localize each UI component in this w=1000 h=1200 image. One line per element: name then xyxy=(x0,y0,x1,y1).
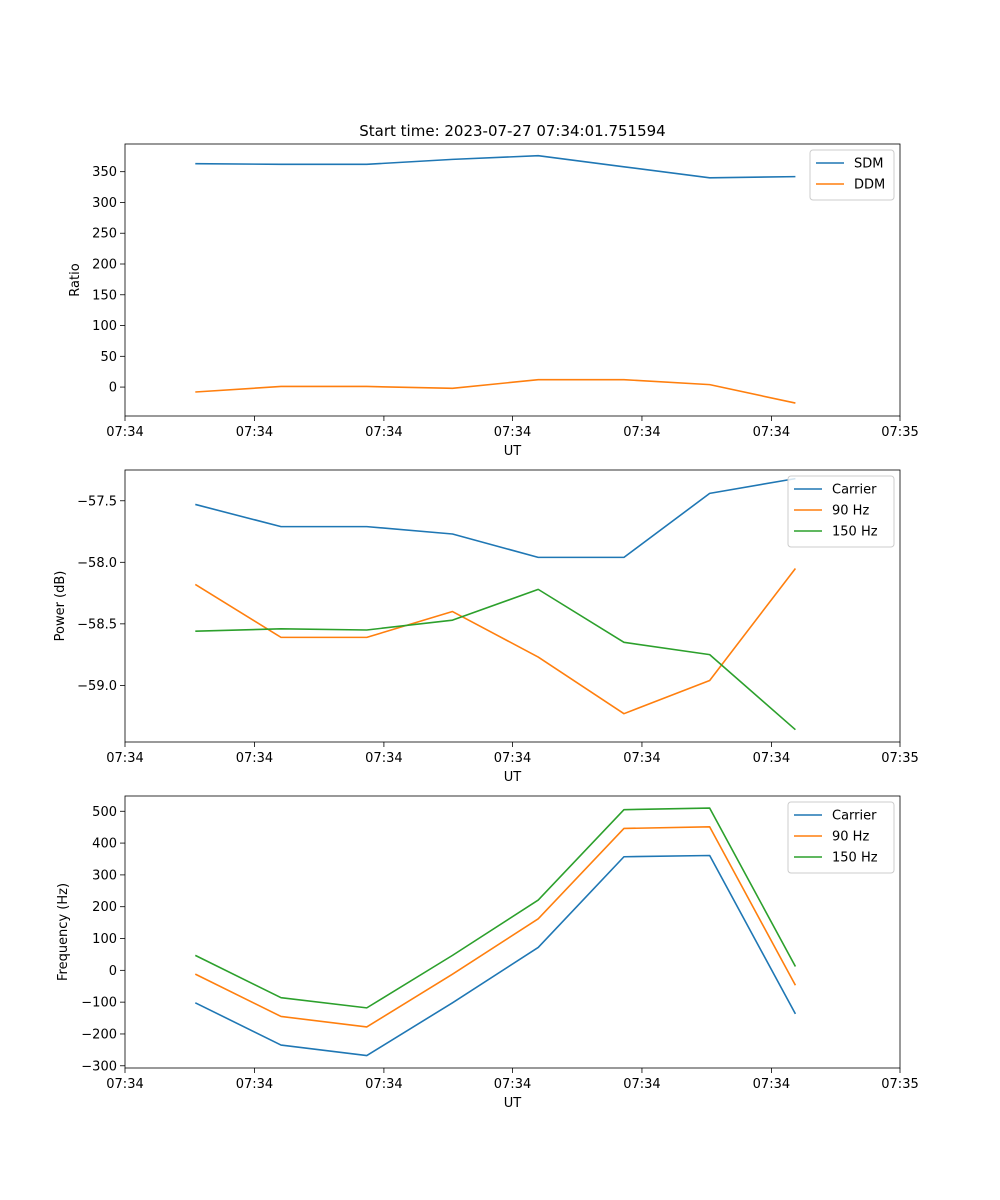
frequency-series-90-hz-line xyxy=(194,826,797,1028)
ratio-plot-frame xyxy=(124,143,901,417)
ratio-y-tick-label: 0 xyxy=(109,381,117,396)
chart-power: 07:34 07:34 07:34 07:34 07:34 07:34 07:35 −59.0… xyxy=(53,469,919,785)
ratio-y-tick-label: 100 xyxy=(92,319,117,334)
frequency-y-tick-label: 300 xyxy=(92,868,117,883)
ratio-y-axis-label: Ratio xyxy=(68,263,83,296)
frequency-series-150-hz-line xyxy=(194,807,797,1009)
power-x-tick-label: 07:35 xyxy=(881,751,918,766)
frequency-y-tick-label: 500 xyxy=(92,805,117,820)
ratio-y-tick-label: 150 xyxy=(92,288,117,303)
ratio-y-tick-label: 300 xyxy=(92,196,117,211)
frequency-y-tick-label: 100 xyxy=(92,932,117,947)
chart-frequency: 07:34 07:34 07:34 07:34 07:34 07:34 07:35 −300 −… xyxy=(56,795,919,1111)
power-y-tick-label: −58.5 xyxy=(77,617,117,632)
ratio-x-tick-label: 07:34 xyxy=(365,425,402,440)
frequency-y-tick-label: 400 xyxy=(92,837,117,852)
ratio-x-tick-label: 07:34 xyxy=(494,425,531,440)
power-x-tick-label: 07:34 xyxy=(106,751,143,766)
frequency-x-tick-label: 07:34 xyxy=(365,1077,402,1092)
ratio-legend-label-ddm: DDM xyxy=(854,178,885,193)
figure-title: Start time: 2023-07-27 07:34:01.751594 xyxy=(359,122,665,140)
power-x-tick-label: 07:34 xyxy=(494,751,531,766)
power-y-tick-label: −59.0 xyxy=(77,679,117,694)
power-series-90-hz-line xyxy=(194,567,797,715)
power-plot-frame xyxy=(124,469,901,743)
ratio-y-tick-label: 200 xyxy=(92,258,117,273)
ratio-y-tick-label: 50 xyxy=(100,350,117,365)
power-x-tick-label: 07:34 xyxy=(623,751,660,766)
ratio-x-tick-label: 07:34 xyxy=(236,425,273,440)
power-x-tick-label: 07:34 xyxy=(365,751,402,766)
power-series-150-hz-line xyxy=(195,588,796,731)
power-y-tick-label: −58.0 xyxy=(77,556,117,571)
frequency-y-tick-label: −300 xyxy=(81,1059,117,1074)
power-legend-label-carrier: Carrier xyxy=(832,483,877,498)
chart-ratio: 07:34 07:34 07:34 07:34 07:34 07:34 07:35 0 50 10… xyxy=(68,143,919,459)
power-series-carrier-line xyxy=(195,477,796,559)
power-x-tick-label: 07:34 xyxy=(753,751,790,766)
power-legend-label-90-hz: 90 Hz xyxy=(832,504,869,519)
ratio-legend-label-sdm: SDM xyxy=(854,157,883,172)
frequency-x-tick-label: 07:34 xyxy=(753,1077,790,1092)
power-y-axis-label: Power (dB) xyxy=(53,571,68,642)
frequency-legend-label-carrier: Carrier xyxy=(832,809,877,824)
power-x-tick-label: 07:34 xyxy=(236,751,273,766)
frequency-x-tick-label: 07:35 xyxy=(881,1077,918,1092)
frequency-series-carrier-line xyxy=(194,854,797,1057)
frequency-legend-label-150-hz: 150 Hz xyxy=(832,851,878,866)
power-x-axis-label: UT xyxy=(504,770,522,785)
frequency-plot-frame xyxy=(124,795,901,1069)
frequency-x-tick-label: 07:34 xyxy=(236,1077,273,1092)
frequency-legend-box xyxy=(787,801,895,874)
frequency-x-tick-label: 07:34 xyxy=(623,1077,660,1092)
frequency-y-tick-label: −200 xyxy=(81,1027,117,1042)
ratio-x-axis-label: UT xyxy=(504,444,522,459)
frequency-y-tick-label: 0 xyxy=(109,964,117,979)
frequency-x-tick-label: 07:34 xyxy=(494,1077,531,1092)
ratio-x-tick-label: 07:35 xyxy=(881,425,918,440)
ratio-series-ddm-line xyxy=(195,378,796,404)
ratio-y-tick-label: 350 xyxy=(92,165,117,180)
frequency-x-tick-label: 07:34 xyxy=(106,1077,143,1092)
power-legend-box xyxy=(787,475,895,548)
frequency-x-axis-label: UT xyxy=(504,1096,522,1111)
frequency-legend-label-90-hz: 90 Hz xyxy=(832,830,869,845)
ratio-series-sdm-line xyxy=(195,154,796,179)
frequency-y-tick-label: 200 xyxy=(92,900,117,915)
power-y-tick-label: −57.5 xyxy=(77,494,117,509)
power-legend-label-150-hz: 150 Hz xyxy=(832,525,878,540)
frequency-y-axis-label: Frequency (Hz) xyxy=(56,883,71,981)
ratio-x-tick-label: 07:34 xyxy=(623,425,660,440)
ratio-x-tick-label: 07:34 xyxy=(106,425,143,440)
frequency-y-tick-label: −100 xyxy=(81,996,117,1011)
ratio-y-tick-label: 250 xyxy=(92,227,117,242)
ratio-x-tick-label: 07:34 xyxy=(753,425,790,440)
